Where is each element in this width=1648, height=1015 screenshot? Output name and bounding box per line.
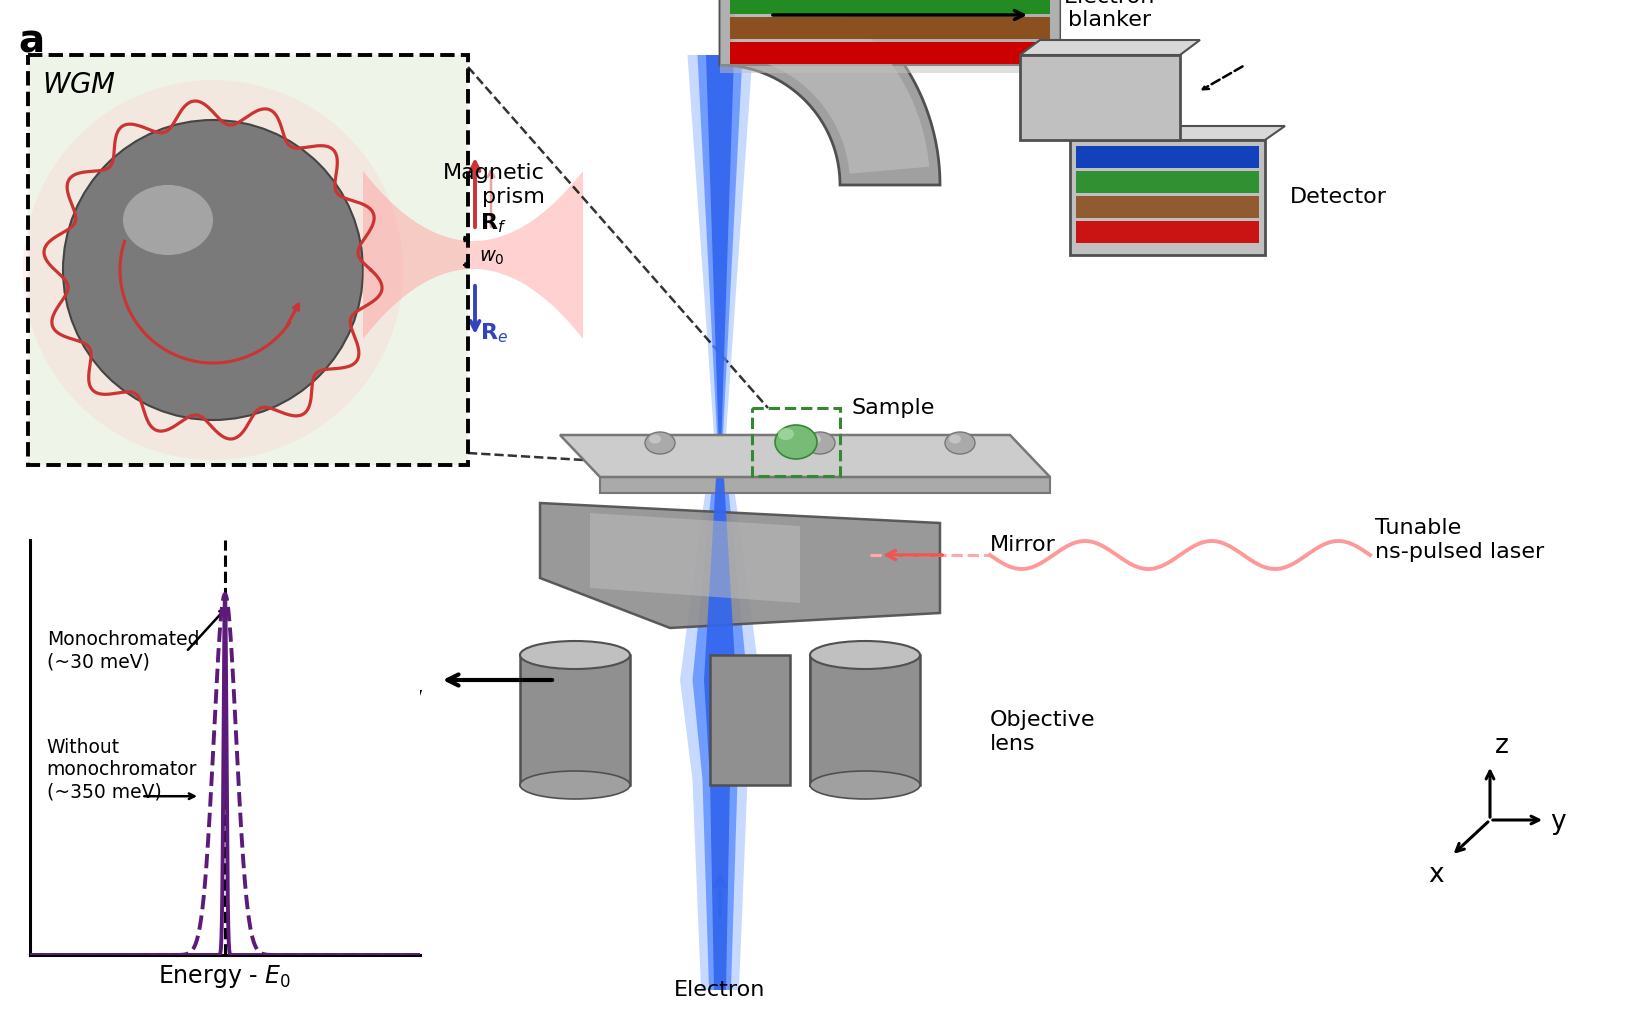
Polygon shape [697,435,742,545]
Text: $E_0 = 200\ \mathrm{keV}$: $E_0 = 200\ \mathrm{keV}$ [287,688,424,712]
Ellipse shape [775,425,816,459]
Polygon shape [560,435,1050,477]
Text: $\mathbf{R}_e$: $\mathbf{R}_e$ [480,321,508,345]
Text: $\mathbf{R}_f$: $\mathbf{R}_f$ [480,211,506,234]
Text: Without
monochromator
(~350 meV): Without monochromator (~350 meV) [46,739,198,802]
Polygon shape [1070,126,1284,140]
Bar [751,408,839,476]
Bar [519,655,630,785]
Bar [809,655,890,785]
Text: Mirror: Mirror [989,535,1055,555]
Ellipse shape [519,641,630,669]
Bar [710,655,789,785]
Bar [1076,146,1257,168]
Polygon shape [590,513,799,603]
Text: Detector: Detector [1289,187,1386,207]
Polygon shape [720,0,1060,65]
Polygon shape [692,780,747,990]
Bar [1076,196,1257,218]
Ellipse shape [949,434,961,444]
Text: Electron
blanker: Electron blanker [1063,0,1155,30]
Text: x: x [1427,862,1442,888]
Bar [1070,140,1264,255]
Ellipse shape [519,771,630,799]
Polygon shape [720,0,1060,73]
Text: Electron: Electron [674,980,765,1000]
Ellipse shape [809,434,821,444]
Text: $w_0$: $w_0$ [478,248,504,267]
Ellipse shape [944,432,974,454]
Polygon shape [712,435,727,545]
Text: Objective
lens: Objective lens [989,710,1094,753]
Text: E-beam: E-beam [302,648,407,672]
Polygon shape [687,55,751,435]
Polygon shape [363,171,583,339]
Ellipse shape [809,641,920,669]
Polygon shape [730,0,928,174]
Ellipse shape [644,432,674,454]
Polygon shape [692,545,747,680]
Ellipse shape [23,80,402,460]
Text: Sample: Sample [852,398,934,418]
Ellipse shape [63,120,363,420]
Polygon shape [600,477,1050,493]
Ellipse shape [124,185,213,255]
Polygon shape [679,680,760,780]
Bar [1076,221,1257,243]
Polygon shape [539,503,939,628]
Text: Tunable
ns-pulsed laser: Tunable ns-pulsed laser [1374,519,1543,561]
Ellipse shape [809,771,920,799]
Text: $\it{WGM}$: $\it{WGM}$ [41,71,115,99]
Text: y: y [1549,809,1564,835]
Polygon shape [679,545,760,680]
Ellipse shape [649,434,661,444]
Bar [809,655,920,785]
Polygon shape [705,55,733,435]
Bar [730,17,1050,39]
Polygon shape [705,435,733,545]
Ellipse shape [778,428,794,439]
Bar [730,0,1050,14]
Ellipse shape [804,432,834,454]
Polygon shape [692,680,747,780]
Polygon shape [28,55,468,465]
Text: Monochromated
(~30 meV): Monochromated (~30 meV) [46,630,199,671]
Polygon shape [704,680,735,780]
Bar [1020,55,1180,140]
Text: z: z [1495,733,1508,759]
Polygon shape [710,780,730,990]
X-axis label: Energy - $E_0$: Energy - $E_0$ [158,963,292,991]
Text: a: a [18,22,44,60]
Polygon shape [1020,40,1200,55]
Bar [1076,171,1257,193]
Polygon shape [702,780,737,990]
Polygon shape [697,55,742,435]
Polygon shape [720,0,939,185]
Polygon shape [704,545,735,680]
Bar [730,42,1050,64]
Text: Magnetic
prism: Magnetic prism [443,163,545,207]
